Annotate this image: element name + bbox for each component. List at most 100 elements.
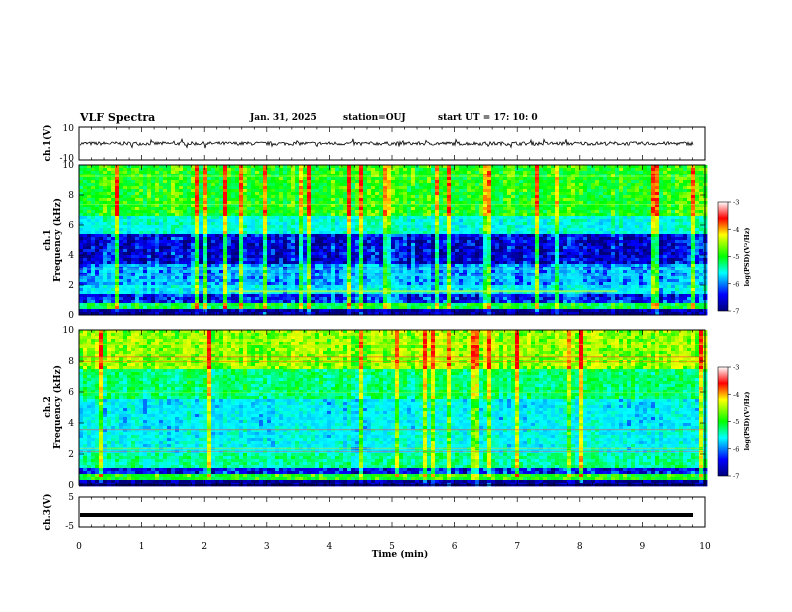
spectrogram-cell <box>95 165 99 168</box>
spectrogram-cell <box>587 198 591 201</box>
spectrogram-cell <box>439 201 443 204</box>
spectrogram-cell <box>627 210 631 213</box>
spectrogram-cell <box>423 243 427 246</box>
spectrogram-cell <box>455 234 459 237</box>
spectrogram-cell <box>351 240 355 243</box>
spectrogram-cell <box>387 198 391 201</box>
spectrogram-cell <box>259 198 263 201</box>
spectrogram-cell <box>327 246 331 249</box>
spectrogram-cell <box>675 177 679 180</box>
spectrogram-cell <box>571 243 575 246</box>
spectrogram-cell <box>539 234 543 237</box>
spectrogram-cell <box>447 246 451 249</box>
spectrogram-cell <box>391 216 395 219</box>
spectrogram-cell <box>503 252 507 255</box>
spectrogram-cell <box>683 177 687 180</box>
spectrogram-cell <box>427 240 431 243</box>
spectrogram-cell <box>247 225 251 228</box>
spectrogram-cell <box>351 192 355 195</box>
spectrogram-cell <box>539 207 543 210</box>
spectrogram-cell <box>115 207 119 210</box>
spectrogram-cell <box>255 180 259 183</box>
spectrogram-cell <box>387 201 391 204</box>
spectrogram-cell <box>211 246 215 249</box>
spectrogram-cell <box>383 234 387 237</box>
spectrogram-cell <box>163 192 167 195</box>
spectrogram-cell <box>183 240 187 243</box>
spectrogram-cell <box>259 234 263 237</box>
spectrogram-cell <box>479 186 483 189</box>
spectrogram-cell <box>311 216 315 219</box>
spectrogram-cell <box>619 195 623 198</box>
spectrogram-cell <box>695 195 699 198</box>
spectrogram-cell <box>251 249 255 252</box>
spectrogram-cell <box>311 213 315 216</box>
spectrogram-cell <box>547 228 551 231</box>
spectrogram-cell <box>551 240 555 243</box>
spectrogram-cell <box>235 216 239 219</box>
spectrogram-cell <box>219 216 223 219</box>
spectrogram-cell <box>295 165 299 168</box>
spectrogram-cell <box>103 243 107 246</box>
spectrogram-cell <box>619 171 623 174</box>
spectrogram-cell <box>511 201 515 204</box>
spectrogram-cell <box>167 228 171 231</box>
spectrogram-cell <box>359 168 363 171</box>
spectrogram-cell <box>695 231 699 234</box>
spectrogram-cell <box>287 243 291 246</box>
spectrogram-cell <box>283 228 287 231</box>
spectrogram-cell <box>547 180 551 183</box>
spectrogram-cell <box>467 165 471 168</box>
spectrogram-cell <box>283 246 287 249</box>
spectrogram-cell <box>343 222 347 225</box>
spectrogram-cell <box>647 180 651 183</box>
spectrogram-cell <box>243 192 247 195</box>
spectrogram-cell <box>527 222 531 225</box>
spectrogram-cell <box>111 183 115 186</box>
spectrogram-cell <box>119 216 123 219</box>
spectrogram-cell <box>495 177 499 180</box>
spectrogram-cell <box>447 225 451 228</box>
spectrogram-cell <box>95 249 99 252</box>
spectrogram-cell <box>451 171 455 174</box>
spectrogram-cell <box>259 207 263 210</box>
spectrogram-cell <box>367 255 371 258</box>
spectrogram-cell <box>307 189 311 192</box>
spectrogram-cell <box>299 186 303 189</box>
spectrogram-cell <box>303 228 307 231</box>
spectrogram-cell <box>615 237 619 240</box>
spectrogram-cell <box>383 255 387 258</box>
spectrogram-cell <box>143 252 147 255</box>
spectrogram-cell <box>375 198 379 201</box>
spectrogram-cell <box>599 249 603 252</box>
spectrogram-cell <box>331 201 335 204</box>
spectrogram-cell <box>635 201 639 204</box>
spectrogram-cell <box>147 237 151 240</box>
spectrogram-cell <box>659 255 663 258</box>
spectrogram-cell <box>483 228 487 231</box>
spectrogram-cell <box>135 237 139 240</box>
spectrogram-cell <box>235 228 239 231</box>
spectrogram-cell <box>463 171 467 174</box>
spectrogram-cell <box>575 213 579 216</box>
spectrogram-cell <box>119 207 123 210</box>
spectrogram-cell <box>111 207 115 210</box>
spectrogram-cell <box>535 198 539 201</box>
spectrogram-cell <box>215 213 219 216</box>
spectrogram-cell <box>235 240 239 243</box>
spectrogram-cell <box>603 192 607 195</box>
spectrogram-cell <box>527 252 531 255</box>
spectrogram-cell <box>211 195 215 198</box>
spectrogram-cell <box>455 243 459 246</box>
spectrogram-cell <box>127 216 131 219</box>
spectrogram-cell <box>607 165 611 168</box>
spectrogram-cell <box>319 249 323 252</box>
spectrogram-cell <box>603 201 607 204</box>
spectrogram-cell <box>491 240 495 243</box>
spectrogram-cell <box>571 246 575 249</box>
spectrogram-cell <box>163 195 167 198</box>
spectrogram-cell <box>367 165 371 168</box>
spectrogram-cell <box>123 195 127 198</box>
spectrogram-cell <box>179 165 183 168</box>
spectrogram-cell <box>331 222 335 225</box>
